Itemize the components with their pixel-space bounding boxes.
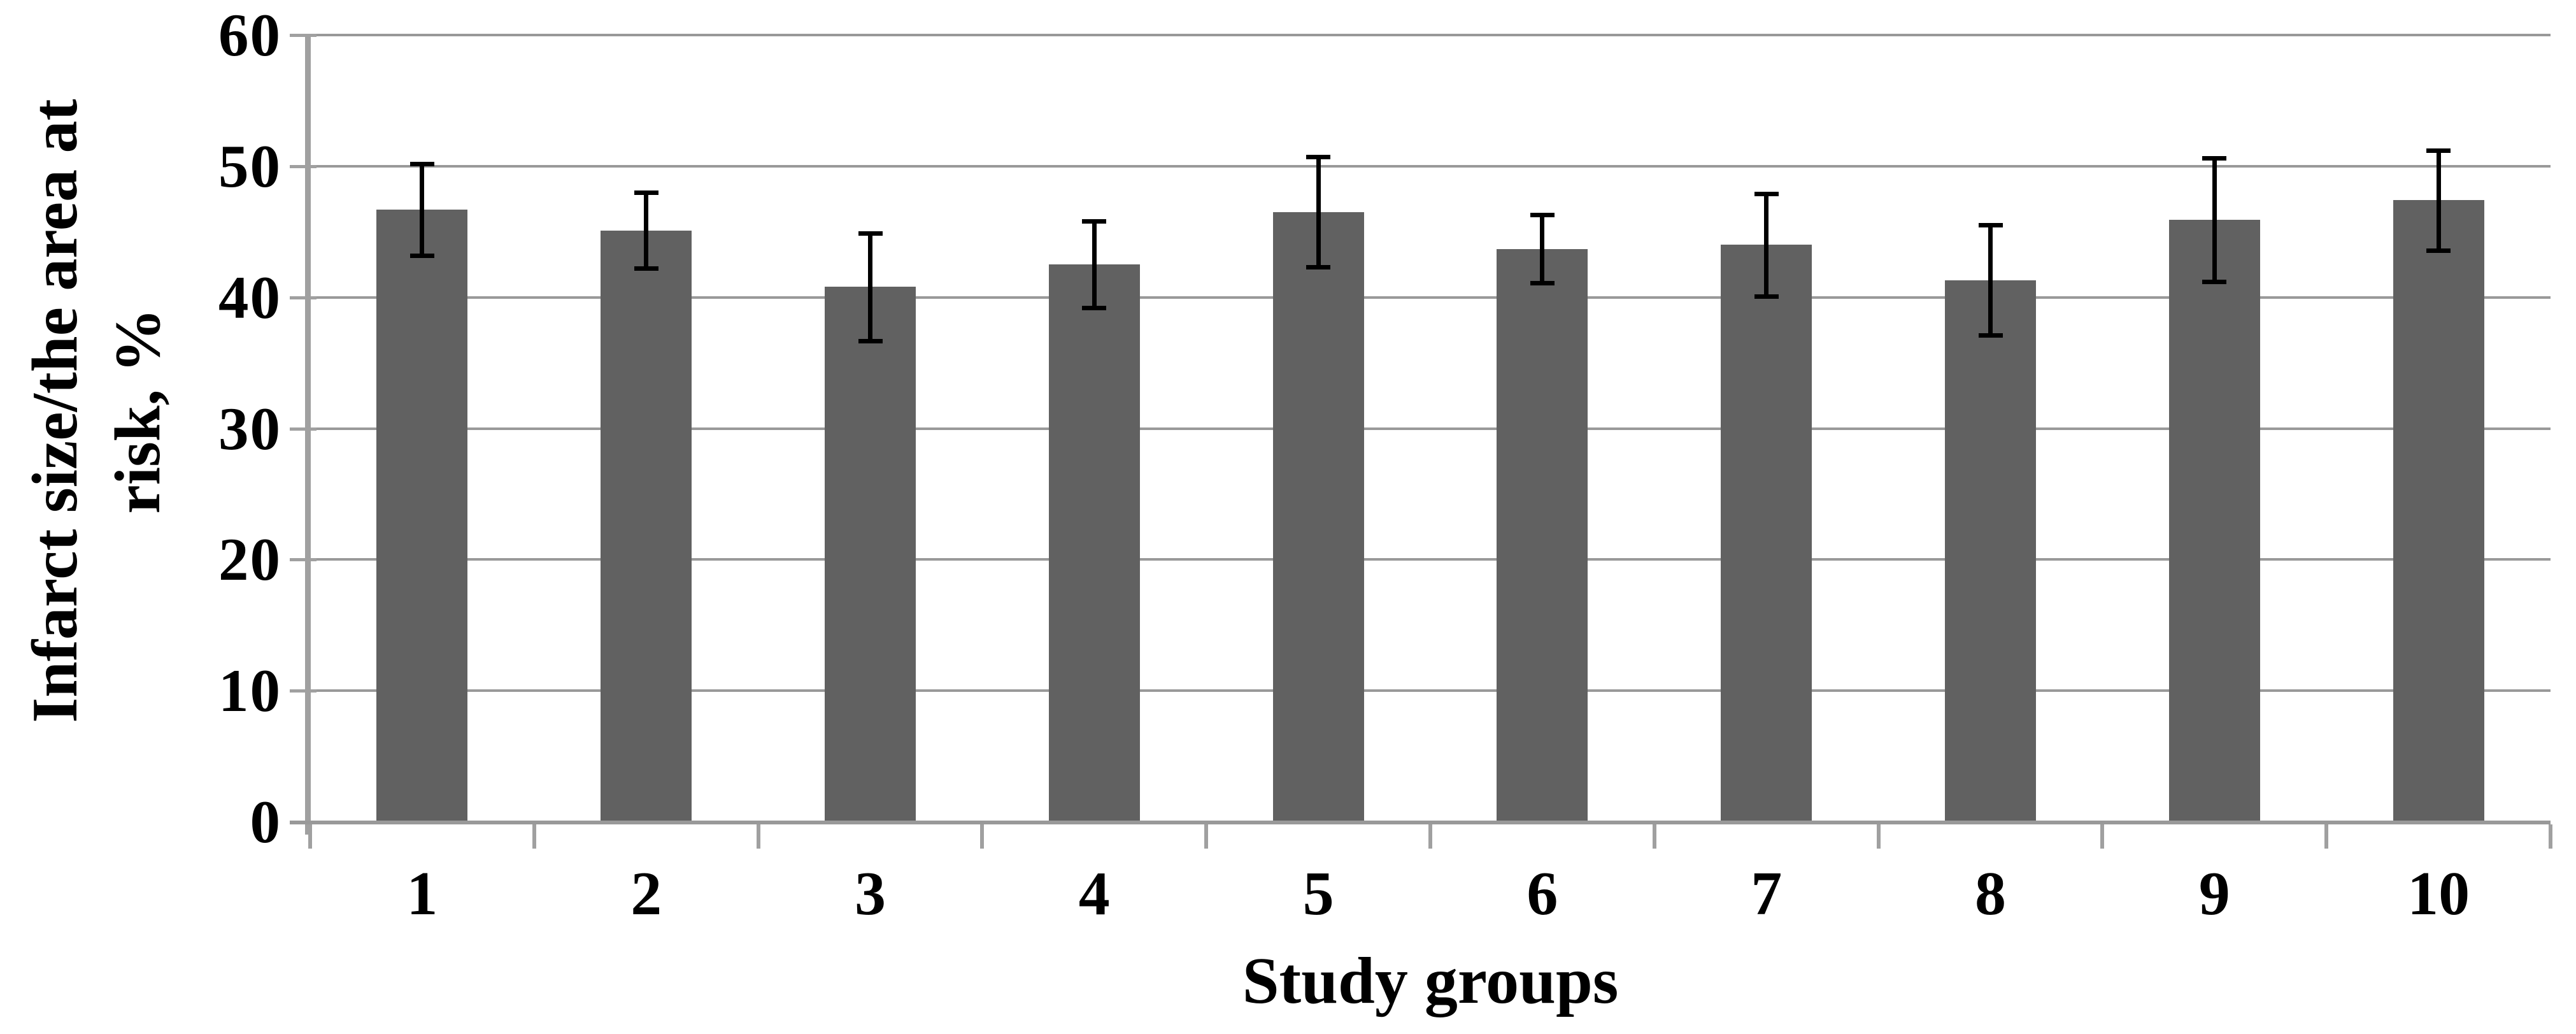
gridline [310,689,2551,693]
x-axis-tick [1652,824,1656,849]
error-bar-cap-bottom [858,338,883,343]
gridline [310,296,2551,299]
error-bar-cap-bottom [1306,265,1331,270]
error-bar-cap-top [858,231,883,236]
error-bar-cap-bottom [2202,279,2227,284]
error-bar-cap-top [1754,192,1779,197]
gridline [310,558,2551,561]
error-bar-cap-top [1306,155,1331,160]
x-axis-tick [1428,824,1432,849]
error-bar-cap-bottom [1978,333,2003,338]
bar-group-5 [1272,212,1364,822]
y-axis-tick [290,164,317,168]
error-bar-stem [1764,194,1769,296]
bar-group-6 [1497,248,1588,822]
gridline [310,164,2551,168]
error-bar-stem [420,163,425,255]
bar-group-4 [1048,264,1140,822]
error-bar-cap-top [1530,212,1555,217]
error-bar-cap-top [1978,223,2003,228]
y-axis-tick-label: 10 [218,657,281,725]
x-axis-tick-label: 8 [1975,859,2006,928]
x-axis-tick [1876,824,1881,849]
x-axis-tick-label: 10 [2407,859,2470,928]
bar-group-3 [825,287,916,822]
bar-group-10 [2393,200,2484,822]
error-bar-cap-top [1082,219,1107,224]
y-axis-tick-label: 50 [218,132,281,200]
gridline [310,34,2551,36]
x-axis-tick [2100,824,2105,849]
y-axis-tick [290,296,317,299]
x-axis-tick-label: 4 [1078,859,1110,928]
x-axis-title: Study groups [1242,944,1619,1017]
error-bar-stem [644,192,649,269]
x-axis-tick-label: 7 [1751,859,1783,928]
error-bar-cap-top [2202,156,2227,161]
x-axis-tick-label: 2 [630,859,662,928]
bar-group-7 [1721,245,1812,822]
error-bar-cap-bottom [1082,306,1107,311]
y-axis-tick [290,34,317,37]
y-axis-tick-label: 60 [218,1,281,69]
y-axis-tick-label: 30 [218,394,281,463]
x-axis-tick-label: 1 [406,859,438,928]
gridline [310,427,2551,430]
bar-group-8 [1945,280,2036,822]
x-axis-tick-label: 6 [1526,859,1558,928]
x-axis-tick [980,824,985,849]
error-bar-stem [2436,150,2441,250]
error-bar-cap-top [634,190,658,195]
x-axis-tick [2549,824,2552,849]
error-bar-cap-bottom [2426,248,2451,253]
x-axis-line [290,821,2551,824]
error-bar-cap-bottom [1754,294,1779,299]
error-bar-stem [1540,214,1545,284]
y-axis-line [305,35,311,835]
y-axis-tick [290,427,317,431]
x-axis-tick-label: 9 [2198,859,2230,928]
error-bar-cap-bottom [409,253,434,258]
y-axis-tick [290,558,317,562]
y-axis-tick-label: 20 [218,526,281,594]
bar-group-2 [601,230,692,822]
x-axis-tick-label: 5 [1302,859,1334,928]
error-bar-stem [868,233,872,341]
x-axis-tick [756,824,760,849]
bar-group-1 [376,209,468,822]
error-bar-cap-bottom [634,266,658,271]
y-axis-tick-label: 0 [250,788,281,856]
x-axis-tick-label: 3 [855,859,886,928]
x-axis-tick [532,824,536,849]
error-bar-stem [1316,157,1321,268]
y-axis-tick [290,689,317,693]
y-axis-tick-label: 40 [218,263,281,331]
bar-group-9 [2168,220,2260,822]
error-bar-stem [1988,225,1993,336]
error-bar-cap-top [2426,148,2451,154]
error-bar-stem [2212,158,2217,282]
y-axis-title-line-1: Infarct size/the area at [19,99,91,723]
error-bar-cap-top [409,161,434,166]
x-axis-tick [308,824,312,849]
error-bar-cap-bottom [1530,281,1555,286]
x-axis-tick [2324,824,2329,849]
error-bar-stem [1092,221,1097,308]
x-axis-tick [1204,824,1209,849]
